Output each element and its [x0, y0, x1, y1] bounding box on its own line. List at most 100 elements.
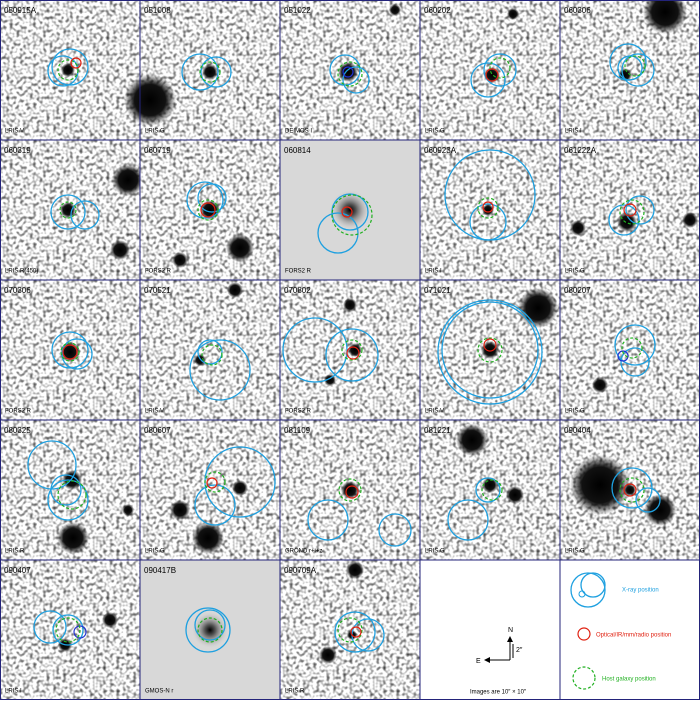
legend-host: Host galaxy position	[602, 677, 656, 683]
panel: 080325 LRIS R	[0, 420, 140, 560]
optical-circle	[346, 346, 360, 360]
panel: 060202 LRIS G	[420, 0, 560, 140]
host-circle	[57, 480, 87, 510]
panel: 081109 GROND r+i+z	[280, 420, 420, 560]
panel: 090709A LRIS R	[280, 560, 420, 700]
instrument: GMOS-N r	[145, 689, 173, 695]
xray-circle	[197, 339, 223, 365]
legend-xray-circle	[570, 572, 606, 608]
optical-circle	[200, 202, 216, 218]
source	[192, 522, 224, 554]
xray-circle	[378, 513, 412, 547]
host-circle	[624, 55, 646, 77]
xray-circle	[282, 317, 348, 383]
xray-circle	[186, 181, 224, 219]
xray-circle	[51, 331, 89, 369]
source	[170, 500, 190, 520]
xray-circle	[185, 607, 231, 653]
source	[330, 190, 370, 230]
xray-circle	[475, 477, 501, 503]
host-circle	[341, 339, 363, 361]
source	[102, 612, 118, 628]
source	[617, 212, 637, 232]
xray-circle	[329, 54, 361, 86]
panel: 090407 LRIS I	[0, 560, 140, 700]
instrument: LRIS V	[425, 409, 444, 415]
xray-circle	[307, 499, 349, 541]
host-circle	[57, 59, 79, 81]
optical-circle	[350, 626, 362, 638]
panel: 061222A LRIS G	[560, 140, 700, 280]
xray-circle	[447, 499, 489, 541]
instrument: LRIS V	[145, 409, 164, 415]
optical-circle	[623, 203, 637, 217]
panel-name: 080607	[144, 426, 171, 435]
panel: 050915A LRIS V	[0, 0, 140, 140]
optical-circle	[623, 483, 637, 497]
instrument: FORS2 R	[285, 409, 312, 415]
host-circle	[621, 337, 643, 359]
host-circle	[199, 61, 221, 83]
source	[346, 561, 364, 579]
xray-circle	[47, 479, 89, 521]
instrument: FORS2 R	[285, 269, 312, 275]
host-circle	[59, 201, 77, 219]
source	[226, 234, 254, 262]
source	[202, 64, 218, 80]
source	[122, 504, 134, 516]
panel-name: 061222A	[564, 146, 597, 155]
optical-circle	[341, 206, 353, 218]
instrument: FORS2 R	[145, 269, 172, 275]
panel-name: 071021	[424, 286, 451, 295]
xray-circle	[50, 474, 82, 506]
arrowhead	[507, 636, 513, 642]
instrument: LRIS G	[565, 409, 585, 415]
instrument: DEIMOS I	[285, 129, 312, 135]
xray-circle	[194, 484, 236, 526]
host-circle	[338, 478, 362, 502]
xray-circle	[189, 339, 251, 401]
source	[456, 424, 488, 456]
xray-circle	[614, 324, 656, 366]
panel-name: 070802	[284, 286, 311, 295]
instrument: LRIS I	[565, 129, 582, 135]
source	[232, 480, 248, 496]
source	[507, 8, 519, 20]
source	[319, 646, 337, 664]
source	[60, 202, 76, 218]
source	[192, 612, 228, 648]
panel-name: 060814	[284, 146, 311, 155]
host-circle	[337, 61, 363, 87]
source	[112, 164, 144, 196]
panel: 060814 FORS2 R	[280, 140, 420, 280]
host-circle	[201, 344, 223, 366]
east-label: E	[476, 658, 481, 665]
panel: 060319 LRIS R(450)	[0, 140, 144, 280]
north-label: N	[508, 627, 513, 634]
source	[482, 477, 498, 493]
source	[348, 343, 362, 357]
panel: 051022 DEIMOS I	[280, 0, 420, 140]
source	[518, 288, 558, 328]
xray-circle	[52, 614, 84, 646]
optical-circle	[70, 57, 82, 69]
panel-name: 090407	[4, 566, 31, 575]
panel-name: 090417B	[144, 566, 176, 575]
xray-circle	[181, 53, 219, 91]
panel-name: 070306	[4, 286, 31, 295]
host-circle	[197, 199, 219, 221]
legend-xray: X-ray position	[622, 588, 659, 594]
panel: 080207 LRIS G	[560, 280, 700, 420]
source	[338, 62, 358, 82]
source	[110, 240, 130, 260]
host-circle	[60, 342, 80, 362]
panel-name: 090709A	[284, 566, 317, 575]
source	[343, 298, 357, 312]
panel-name: 060306	[564, 6, 591, 15]
source	[592, 377, 608, 393]
xray-circle	[469, 203, 507, 241]
sky-noise	[280, 560, 420, 700]
optical-circle	[483, 338, 497, 352]
